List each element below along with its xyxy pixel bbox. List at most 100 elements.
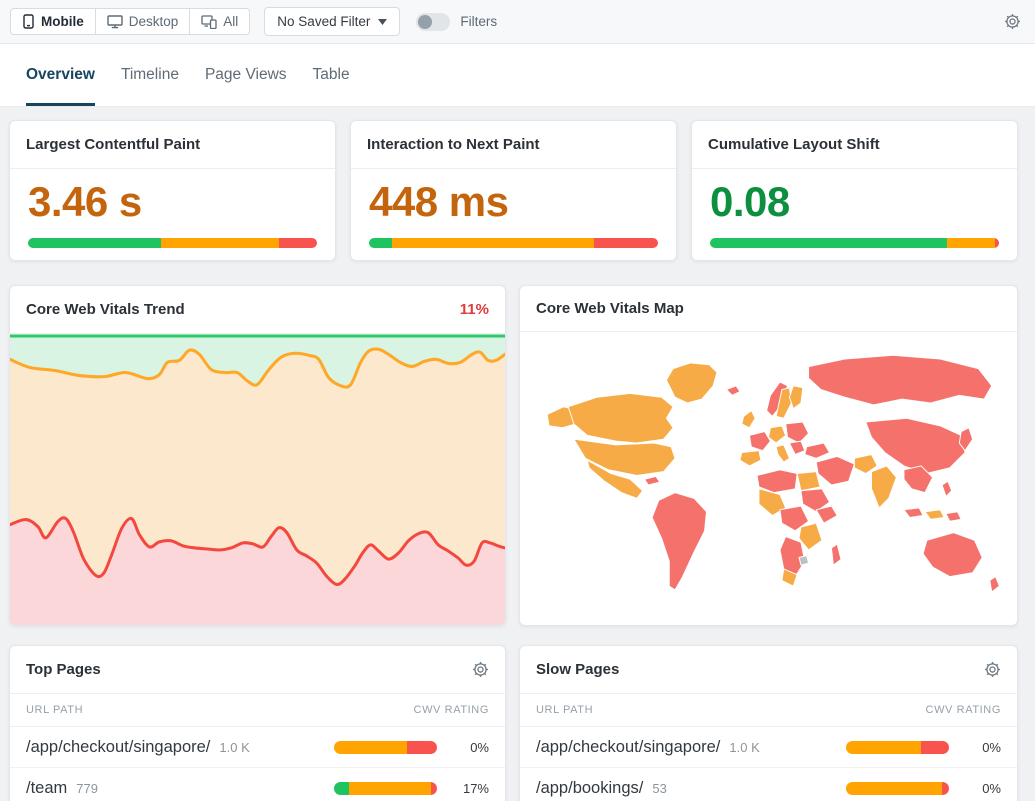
page-url[interactable]: /team (26, 778, 68, 797)
cwv-rating-column-header: CWV RATING (413, 704, 489, 716)
map-region-philippines[interactable] (941, 481, 953, 498)
lcp-distribution-bar (28, 238, 317, 249)
map-region-sweden[interactable] (775, 387, 792, 420)
cwv-rating-bar (334, 740, 437, 754)
cls-value: 0.08 (710, 178, 790, 225)
cwv-trend-chart[interactable] (10, 334, 505, 625)
table-row[interactable]: /app/checkout/singapore/ 1.0 K 0% (10, 727, 505, 768)
map-region-canada[interactable] (567, 393, 674, 444)
tab-overview[interactable]: Overview (26, 44, 95, 106)
slow-pages-table-header: URL PATH CWV RATING (520, 694, 1017, 727)
inp-distribution-bar (369, 238, 658, 249)
good-percentage: 0% (982, 739, 1001, 755)
top-filter-bar: Mobile Desktop All No Saved Filter Filte… (0, 0, 1035, 44)
filters-label: Filters (460, 14, 498, 29)
cwv-rating-bar (846, 740, 949, 754)
map-region-horn-africa[interactable] (815, 505, 838, 524)
page-url[interactable]: /app/bookings/ (536, 778, 644, 797)
map-region-balkans[interactable] (789, 440, 806, 456)
map-region-new-zealand[interactable] (989, 576, 1000, 593)
map-region-france[interactable] (748, 431, 771, 452)
cwv-map-card: Core Web Vitals Map (519, 285, 1018, 626)
saved-filter-dropdown[interactable]: No Saved Filter (264, 7, 401, 36)
settings-button[interactable] (1004, 13, 1021, 30)
slow-pages-settings-button[interactable] (984, 661, 1001, 678)
cwv-trend-title: Core Web Vitals Trend (26, 301, 185, 318)
map-region-spain[interactable] (739, 450, 762, 467)
mobile-phone-icon (23, 14, 34, 29)
page-views-count: 53 (652, 780, 667, 796)
url-path-column-header: URL PATH (26, 704, 84, 716)
map-region-usa[interactable] (573, 439, 676, 477)
desktop-monitor-icon (107, 15, 123, 29)
inp-card: Interaction to Next Paint 448 ms (350, 120, 677, 261)
map-region-iceland[interactable] (726, 385, 741, 397)
map-region-zimbabwe[interactable] (798, 555, 810, 566)
top-pages-settings-button[interactable] (472, 661, 489, 678)
map-region-east-africa[interactable] (798, 523, 823, 551)
page-url[interactable]: /app/checkout/singapore/ (536, 737, 721, 756)
map-region-ne-africa[interactable] (800, 488, 831, 513)
map-region-finland[interactable] (789, 385, 804, 410)
map-region-india[interactable] (871, 465, 897, 509)
map-region-uk[interactable] (741, 410, 756, 429)
chevron-down-icon (378, 18, 388, 25)
map-region-indonesia-3[interactable] (945, 511, 962, 523)
map-region-afghan-pak[interactable] (853, 454, 878, 475)
filters-toggle[interactable] (416, 12, 451, 31)
map-region-australia[interactable] (922, 532, 983, 578)
toggle-knob (418, 14, 433, 29)
map-region-turkey[interactable] (804, 442, 831, 460)
cwv-trend-change-badge: 11% (459, 301, 489, 318)
map-region-indonesia-1[interactable] (903, 507, 924, 519)
tab-timeline[interactable]: Timeline (120, 66, 179, 83)
top-pages-table-header: URL PATH CWV RATING (10, 694, 505, 727)
cwv-rating-bar (334, 781, 437, 795)
all-devices-icon (201, 15, 217, 29)
map-region-east-europe[interactable] (785, 421, 810, 444)
device-segmented-control: Mobile Desktop All (10, 8, 251, 35)
table-row[interactable]: /team 779 17% (10, 768, 505, 801)
map-region-south-tip-africa[interactable] (781, 568, 798, 587)
device-button-desktop[interactable]: Desktop (94, 8, 191, 35)
inp-value: 448 ms (369, 178, 509, 225)
device-button-mobile[interactable]: Mobile (10, 8, 96, 35)
tab-table[interactable]: Table (312, 66, 350, 83)
map-region-russia[interactable] (808, 355, 993, 406)
lcp-card: Largest Contentful Paint 3.46 s (9, 120, 336, 261)
page-views-count: 779 (76, 780, 98, 796)
top-pages-card: Top Pages URL PATH CWV RATING /app/check… (9, 645, 506, 801)
map-region-greenland[interactable] (665, 362, 718, 404)
dashboard-content: Largest Contentful Paint 3.46 s Interact… (0, 107, 1035, 801)
map-region-egypt-libya[interactable] (796, 471, 821, 492)
cwv-trend-card: Core Web Vitals Trend 11% (9, 285, 506, 626)
device-label: Desktop (128, 14, 179, 29)
map-region-indonesia-2[interactable] (924, 509, 945, 521)
map-region-madagascar[interactable] (830, 544, 842, 566)
map-region-se-asia[interactable] (903, 465, 934, 494)
map-region-middle-east[interactable] (815, 456, 855, 486)
device-button-all[interactable]: All (189, 8, 251, 35)
map-region-japan[interactable] (958, 427, 974, 452)
cwv-world-map[interactable] (520, 332, 1017, 625)
map-region-west-africa[interactable] (758, 488, 787, 517)
map-region-south-america[interactable] (651, 492, 707, 591)
table-row[interactable]: /app/bookings/ 53 0% (520, 768, 1017, 801)
map-region-mexico[interactable] (586, 460, 644, 500)
trend-poor-line (10, 516, 505, 587)
map-region-italy[interactable] (775, 444, 790, 463)
trend-needs-improvement-line (10, 347, 505, 389)
inp-card-title: Interaction to Next Paint (367, 136, 540, 153)
page-url[interactable]: /app/checkout/singapore/ (26, 737, 211, 756)
map-region-china[interactable] (865, 418, 966, 475)
url-path-column-header: URL PATH (536, 704, 594, 716)
tab-page-views[interactable]: Page Views (204, 66, 287, 83)
table-row[interactable]: /app/checkout/singapore/ 1.0 K 0% (520, 727, 1017, 768)
map-region-central-africa[interactable] (779, 505, 810, 532)
gear-icon (1005, 14, 1020, 29)
map-region-nw-africa[interactable] (756, 469, 798, 494)
map-region-caribbean[interactable] (644, 476, 661, 486)
map-region-germany[interactable] (768, 425, 787, 444)
gear-icon (473, 662, 488, 677)
